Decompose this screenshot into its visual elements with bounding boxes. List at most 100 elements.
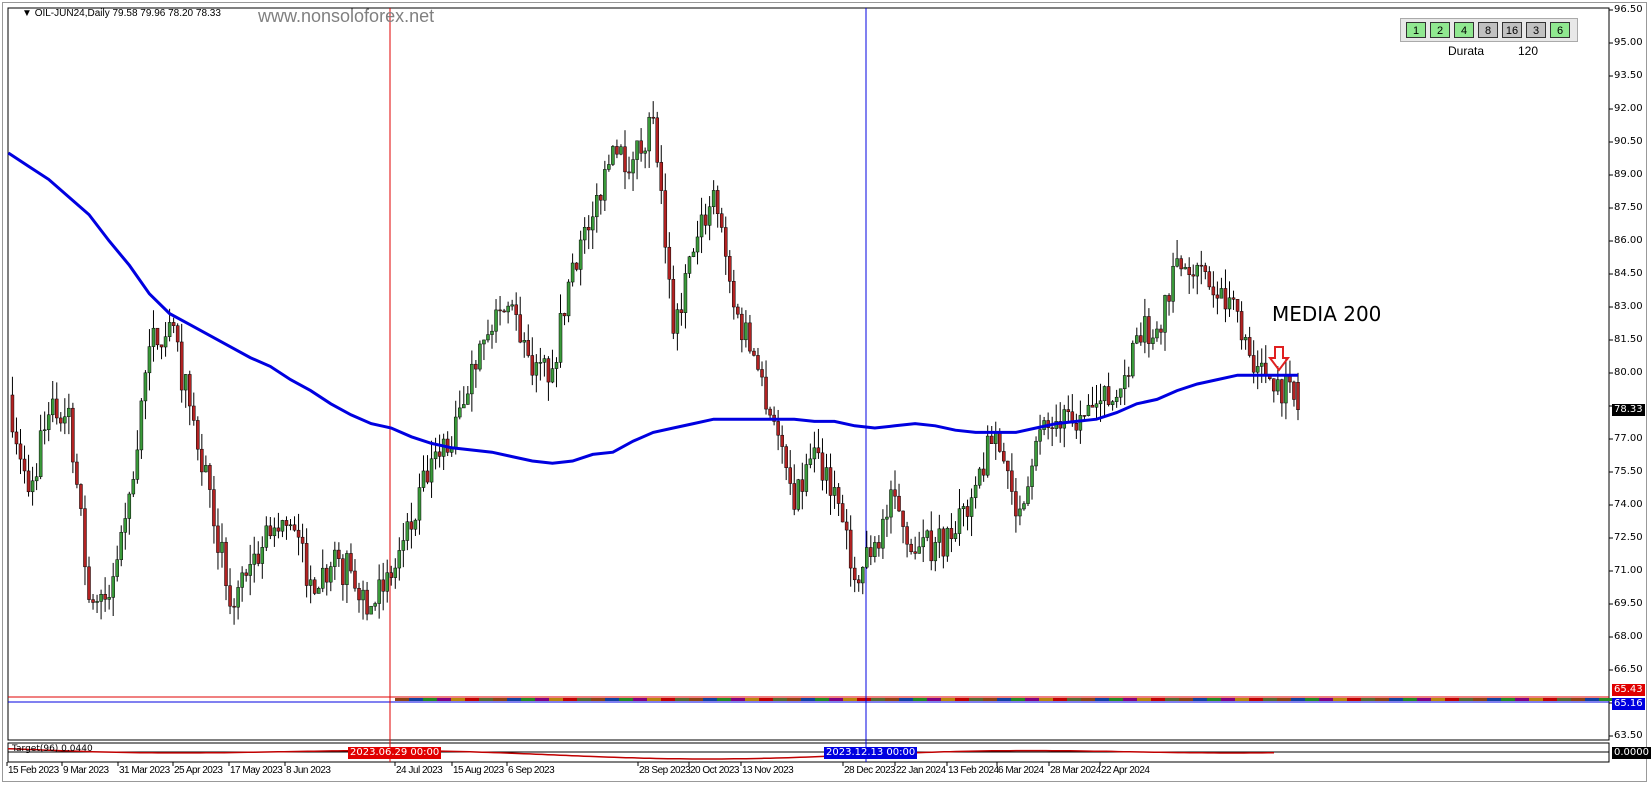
strip-segment	[997, 698, 1011, 701]
candle-body	[55, 398, 59, 419]
y-tick-label: 92.00	[1614, 103, 1643, 114]
strip-segment	[1431, 698, 1445, 701]
duration-button-16[interactable]: 16	[1502, 22, 1522, 38]
y-tick-label: 74.00	[1614, 499, 1643, 510]
strip-segment	[1277, 698, 1291, 701]
candle-body	[691, 251, 696, 257]
strip-segment	[955, 698, 969, 701]
candle-body	[804, 464, 809, 492]
y-tick-label: 69.50	[1614, 598, 1643, 609]
candle-body	[179, 341, 184, 391]
candle-body	[268, 525, 273, 537]
strip-segment	[1529, 698, 1543, 701]
candle-body	[671, 279, 676, 334]
candle-body	[566, 281, 571, 317]
candle-body	[1247, 337, 1252, 356]
strip-segment	[1095, 698, 1109, 701]
duration-button-6[interactable]: 6	[1550, 22, 1570, 38]
candle-body	[1231, 297, 1236, 300]
candle-body	[582, 227, 587, 241]
x-tick-label: 6 Mar 2024	[998, 765, 1044, 776]
candle-body	[46, 414, 51, 430]
duration-button-4[interactable]: 4	[1454, 22, 1474, 38]
candle-body	[965, 506, 970, 517]
candle-body	[1139, 335, 1143, 343]
strip-segment	[731, 698, 745, 701]
candle-body	[1296, 381, 1300, 410]
candle-body	[1183, 267, 1187, 270]
candle-body	[337, 549, 341, 559]
duration-buttons: 1 2 4 8 16 3 6	[1400, 18, 1578, 42]
candle-body	[901, 510, 905, 527]
candle-body	[732, 281, 736, 308]
candle-body	[623, 146, 627, 173]
last-price-tag: 78.33	[1612, 404, 1645, 416]
candle-body	[381, 579, 385, 592]
candle-body	[808, 458, 813, 465]
strip-segment	[1291, 698, 1305, 701]
candle-body	[333, 549, 337, 567]
duration-button-8[interactable]: 8	[1478, 22, 1498, 38]
candle-body	[1074, 422, 1079, 431]
down-arrow-icon	[1268, 346, 1290, 372]
candle-body	[933, 542, 938, 562]
indicator-line	[7, 747, 1275, 760]
candle-body	[429, 458, 434, 483]
candle-body	[490, 330, 494, 335]
strip-segment	[1543, 698, 1557, 701]
candle-body	[526, 340, 531, 356]
candle-body	[627, 171, 631, 174]
candle-body	[111, 576, 115, 598]
candle-body	[909, 543, 913, 553]
strip-segment	[409, 698, 423, 701]
strip-segment	[1109, 698, 1123, 701]
candle-body	[30, 480, 35, 493]
candle-body	[973, 484, 978, 498]
strip-segment	[1081, 698, 1095, 701]
candle-body	[998, 432, 1002, 452]
duration-button-1[interactable]: 1	[1406, 22, 1426, 38]
y-tick-label: 68.00	[1614, 631, 1643, 642]
duration-button-3[interactable]: 3	[1526, 22, 1546, 38]
candle-body	[115, 559, 119, 577]
strip-segment	[1039, 698, 1053, 701]
red-vline-date-tag: 2023.06.29 00:00	[348, 747, 442, 759]
candle-body	[518, 314, 522, 343]
x-tick-label: 22 Apr 2024	[1101, 765, 1150, 776]
symbol-info[interactable]: ▼ OIL-JUN24,Daily 79.58 79.96 78.20 78.3…	[22, 8, 221, 19]
candle-body	[756, 355, 760, 370]
candle-body	[1114, 396, 1119, 402]
candle-body	[252, 553, 256, 565]
candle-body	[204, 465, 208, 473]
candle-body	[50, 398, 55, 416]
candle-body	[546, 358, 551, 383]
strip-segment	[843, 698, 857, 701]
candle-body	[550, 368, 555, 383]
y-tick-label: 83.00	[1614, 301, 1643, 312]
strip-segment	[1599, 698, 1613, 701]
candle-body	[437, 451, 442, 457]
candle-body	[603, 169, 607, 201]
strip-segment	[493, 698, 507, 701]
strip-segment	[577, 698, 591, 701]
candle-body	[1223, 288, 1228, 310]
candle-body	[167, 322, 172, 337]
strip-segment	[941, 698, 955, 701]
candle-body	[619, 146, 623, 155]
strip-segment	[1137, 698, 1151, 701]
candle-body	[784, 446, 788, 468]
x-tick-label: 28 Dec 2023	[844, 765, 896, 776]
y-tick-label: 63.50	[1614, 730, 1643, 741]
candle-body	[675, 309, 680, 334]
x-tick-label: 25 Apr 2023	[174, 765, 223, 776]
y-tick-label: 71.00	[1614, 565, 1643, 576]
duration-button-2[interactable]: 2	[1430, 22, 1450, 38]
strip-segment	[857, 698, 871, 701]
candle-body	[264, 525, 269, 548]
candle-body	[1135, 335, 1139, 344]
candle-body	[719, 213, 724, 228]
candle-body	[514, 304, 518, 315]
candle-body	[421, 470, 426, 488]
